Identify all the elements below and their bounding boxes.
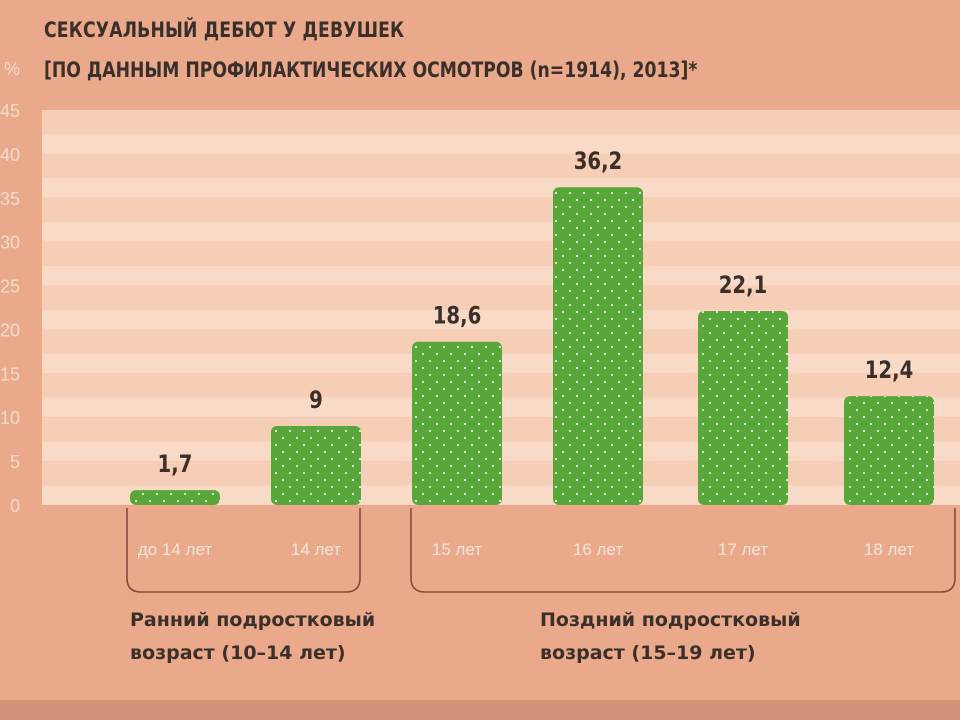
bar-value-label: 18,6 — [433, 303, 482, 330]
group-bracket-late — [410, 508, 956, 593]
grid-band — [42, 309, 960, 330]
y-tick-label: 40 — [0, 145, 20, 165]
bar-dots — [412, 341, 502, 505]
x-category-label: 15 лет — [432, 540, 482, 559]
bar-dots — [271, 426, 361, 505]
grid-band — [42, 221, 960, 242]
y-axis-unit: % — [4, 59, 20, 79]
group-label-late: Поздний подростковый возраст (15–19 лет) — [540, 604, 801, 670]
bar-value-label: 1,7 — [158, 451, 193, 478]
group-label-early-line1: Ранний подростковый — [130, 609, 376, 631]
group-label-late-line2: возраст (15–19 лет) — [540, 642, 756, 664]
grid-band — [42, 285, 960, 310]
bar-dots — [844, 396, 934, 505]
grid-band — [42, 241, 960, 266]
group-label-early: Ранний подростковый возраст (10–14 лет) — [130, 604, 375, 670]
x-category-label: до 14 лет — [138, 540, 213, 559]
y-tick-label: 20 — [0, 320, 20, 340]
grid-band — [42, 153, 960, 179]
y-tick-label: 15 — [0, 364, 20, 384]
x-category-label: 16 лет — [573, 540, 623, 559]
x-category-label: 18 лет — [864, 540, 914, 559]
bar-value-label: 9 — [309, 387, 323, 414]
y-tick-label: 30 — [0, 233, 20, 253]
group-label-early-line2: возраст (10–14 лет) — [130, 642, 346, 664]
bar-dots — [553, 187, 643, 505]
bar-value-label: 12,4 — [865, 357, 914, 384]
y-tick-label: 10 — [0, 408, 20, 428]
y-tick-label: 25 — [0, 277, 20, 297]
group-label-late-line1: Поздний подростковый — [540, 609, 801, 631]
group-bracket-early — [126, 508, 361, 593]
grid-band — [42, 110, 960, 135]
grid-band — [42, 265, 960, 286]
grid-band — [42, 197, 960, 222]
page-title: СЕКСУАЛЬНЫЙ ДЕБЮТ У ДЕВУШЕК — [44, 18, 405, 42]
x-category-label: 14 лет — [291, 540, 341, 559]
x-category-label: 17 лет — [718, 540, 768, 559]
y-tick-label: 45 — [0, 101, 20, 121]
bar-dots — [698, 311, 788, 505]
bar-value-label: 36,2 — [574, 148, 623, 175]
bar-dots — [130, 490, 220, 505]
bar-value-label: 22,1 — [719, 272, 768, 299]
page-subtitle: [ПО ДАННЫМ ПРОФИЛАКТИЧЕСКИХ ОСМОТРОВ (n=… — [44, 58, 698, 82]
y-tick-label: 5 — [10, 452, 20, 472]
grid-band — [42, 134, 960, 154]
bottom-band — [0, 700, 960, 720]
y-tick-label: 35 — [0, 189, 20, 209]
grid-band — [42, 178, 960, 198]
y-tick-label: 0 — [10, 496, 20, 516]
